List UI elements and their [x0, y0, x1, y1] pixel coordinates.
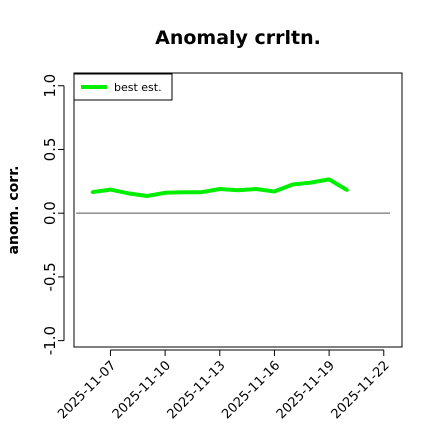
y-tick-label: -0.5	[41, 262, 59, 291]
y-axis: -1.0 -0.5 0.0 0.5 1.0	[41, 74, 65, 355]
data-point	[108, 188, 112, 192]
series-group	[90, 177, 349, 198]
data-point	[127, 191, 131, 195]
x-axis: 2025-11-072025-11-102025-11-132025-11-16…	[55, 349, 393, 422]
data-point	[345, 188, 349, 192]
y-tick-label: -1.0	[41, 326, 59, 355]
data-point	[200, 190, 204, 194]
data-point	[181, 190, 185, 194]
data-point	[90, 190, 94, 194]
data-point	[254, 187, 258, 191]
y-tick-label: 1.0	[41, 74, 59, 98]
data-point	[272, 190, 276, 193]
x-tick-label: 2025-11-22	[329, 358, 393, 422]
y-tick-label: 0.0	[41, 201, 59, 225]
legend: best est.	[73, 73, 173, 101]
plot-frame	[73, 72, 403, 348]
data-point	[236, 188, 240, 192]
data-point	[218, 187, 222, 191]
y-tick-label: 0.5	[41, 138, 59, 162]
data-point	[163, 191, 167, 195]
legend-label-best-est: best est.	[114, 81, 162, 94]
data-point	[145, 194, 149, 198]
data-point	[291, 183, 295, 186]
chart-title: Anomaly crrltn.	[155, 27, 321, 49]
y-axis-label: anom. corr.	[6, 166, 22, 255]
data-point	[327, 177, 331, 181]
data-point	[309, 181, 313, 185]
